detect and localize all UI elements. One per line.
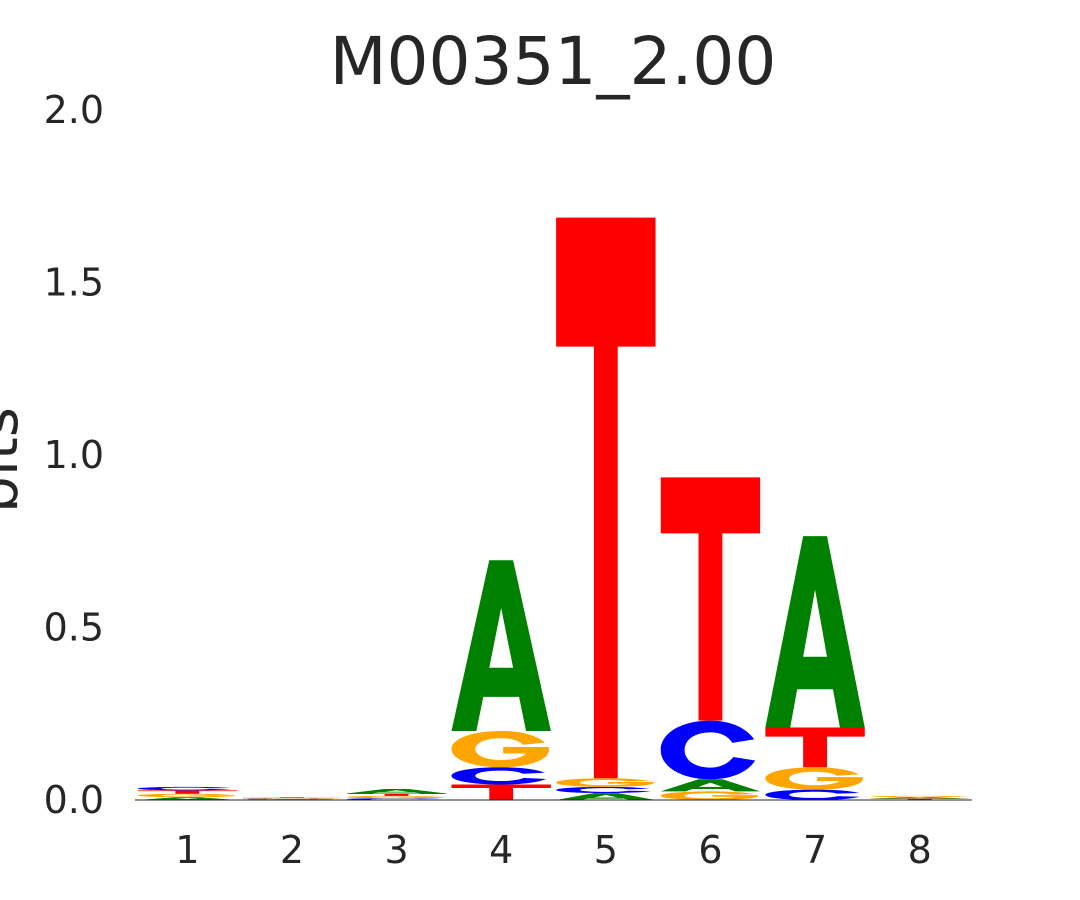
logo-letter-a	[137, 797, 238, 800]
y-tick-label: 1.0	[44, 433, 104, 477]
logo-letter-g	[869, 795, 968, 798]
x-tick-label: 6	[698, 828, 722, 872]
logo-letter-t	[346, 793, 447, 796]
chart-title: M00351_2.00	[330, 23, 777, 100]
logo-letter-g	[556, 778, 654, 787]
x-tick-label: 8	[908, 828, 932, 872]
y-tick-label: 0.0	[44, 778, 104, 822]
logo-letter-t	[556, 217, 656, 779]
y-tick-label: 0.5	[44, 606, 104, 650]
logo-letter-t	[765, 727, 865, 768]
logo-letter-g	[242, 797, 340, 799]
x-tick-label: 2	[280, 828, 304, 872]
logo-letter-a	[451, 560, 551, 731]
logo-letter-t	[242, 797, 342, 798]
logo-letter-g	[660, 791, 759, 801]
logo-letter-t	[451, 784, 551, 801]
logo-letter-g	[765, 767, 863, 790]
x-tick-label: 3	[384, 828, 408, 872]
y-tick-label: 2.0	[44, 88, 104, 132]
logo-letter-a	[556, 793, 656, 800]
logo-letter-t	[137, 790, 238, 794]
x-tick-label: 5	[594, 828, 618, 872]
logo-letter-a	[765, 536, 865, 728]
x-tick-label: 7	[803, 828, 827, 872]
x-axis-ticks: 1 2 3 4 5 6 7 8	[175, 828, 932, 872]
logo-letter-a	[660, 779, 761, 792]
logo-letter-c	[137, 786, 233, 791]
logo-letter-a	[346, 788, 447, 794]
logo-letter-c	[451, 767, 546, 785]
logo-letter-stacks	[137, 217, 970, 801]
logo-letter-a	[869, 797, 970, 799]
logo-letter-c	[242, 798, 337, 800]
y-axis-ticks: 0.0 0.5 1.0 1.5 2.0	[44, 88, 104, 822]
y-tick-label: 1.5	[44, 261, 104, 305]
logo-letter-c	[765, 789, 860, 800]
y-axis-title: bits	[0, 407, 31, 513]
logo-letter-g	[137, 793, 236, 798]
logo-letter-g	[346, 795, 445, 799]
x-tick-label: 4	[489, 828, 513, 872]
logo-letter-c	[660, 720, 756, 780]
logo-letter-c	[556, 786, 651, 794]
logo-letter-t	[869, 798, 970, 800]
logo-letter-g	[451, 731, 549, 768]
logo-letter-t	[660, 477, 761, 721]
x-tick-label: 1	[175, 828, 199, 872]
